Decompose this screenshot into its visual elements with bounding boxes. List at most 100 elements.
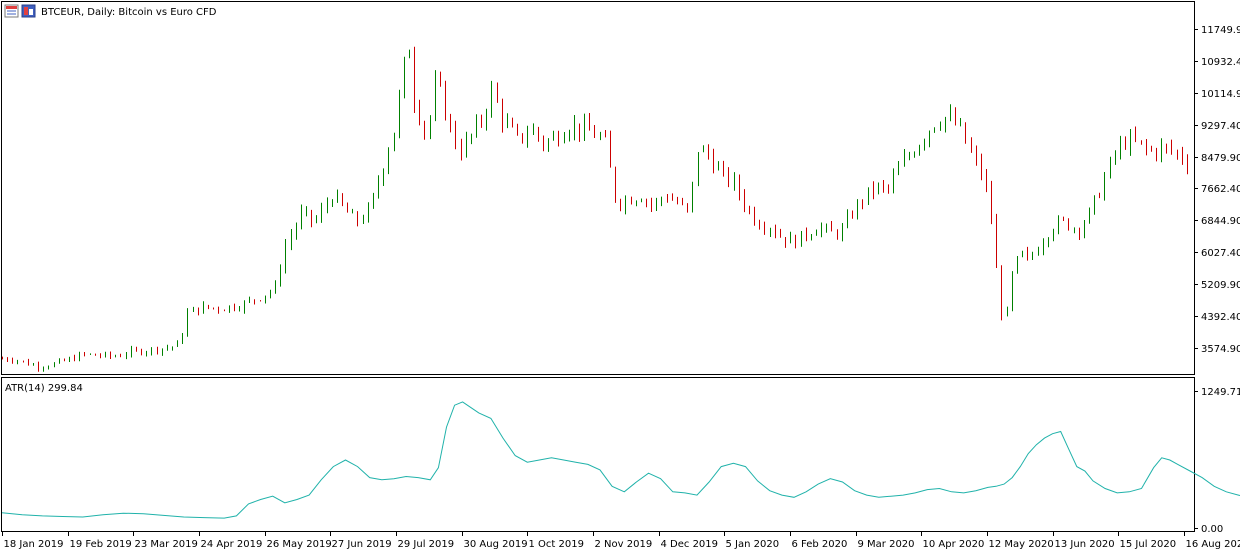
candle-body — [337, 194, 338, 202]
candle — [533, 123, 534, 135]
candle-body — [388, 150, 389, 170]
candle-body — [770, 229, 771, 231]
candle — [213, 307, 214, 310]
candle — [224, 309, 225, 312]
chart-window-icon[interactable] — [4, 4, 19, 18]
candle-body — [502, 102, 503, 125]
candle-body — [394, 132, 395, 151]
candle — [54, 362, 55, 368]
candle — [605, 130, 606, 138]
candle-body — [95, 353, 96, 356]
candle — [1079, 227, 1080, 240]
candle-body — [43, 367, 44, 369]
candle-body — [847, 215, 848, 227]
candle — [672, 193, 673, 201]
candle-body — [1099, 195, 1100, 198]
candle-body — [1161, 144, 1162, 156]
candle-body — [1146, 141, 1147, 149]
candle-body — [594, 130, 595, 138]
candle — [455, 120, 456, 150]
candle-body — [857, 201, 858, 217]
time-tick-label: 19 Feb 2019 — [70, 539, 132, 550]
candle — [321, 202, 322, 223]
candle — [553, 130, 554, 141]
candle — [502, 98, 503, 133]
candle-body — [1171, 146, 1172, 152]
candle — [801, 231, 802, 247]
candle-body — [301, 210, 302, 226]
candle-body — [1017, 256, 1018, 273]
candle-body — [239, 309, 240, 311]
candle-body — [960, 122, 961, 125]
candle — [244, 300, 245, 314]
candle-body — [28, 360, 29, 366]
time-tick-label: 18 Jan 2019 — [4, 539, 64, 550]
candle — [28, 358, 29, 366]
candle — [187, 308, 188, 337]
candle-body — [548, 140, 549, 147]
candle — [234, 303, 235, 312]
candle — [661, 196, 662, 207]
candle-body — [811, 235, 812, 238]
candle-body — [33, 364, 34, 366]
candle — [574, 115, 575, 141]
candle — [780, 228, 781, 238]
time-tick-label: 10 Apr 2020 — [923, 539, 985, 550]
atr-indicator-label: ATR(14) 299.84 — [5, 383, 83, 394]
candle — [888, 184, 889, 194]
candle-body — [904, 157, 905, 166]
candle — [33, 363, 34, 366]
atr-tick-label: 0.00 — [1201, 524, 1223, 535]
candle — [1099, 192, 1100, 199]
candle — [837, 229, 838, 240]
candle — [548, 138, 549, 152]
candle — [558, 130, 559, 147]
candle — [934, 127, 935, 133]
candle-body — [327, 203, 328, 208]
candle-body — [2, 358, 3, 360]
candle — [806, 227, 807, 242]
candle — [466, 131, 467, 158]
candle-body — [218, 307, 219, 311]
candle-body — [74, 357, 75, 361]
candle-body — [976, 151, 977, 159]
candle-body — [945, 117, 946, 127]
candle-body — [615, 167, 616, 201]
candle-body — [1022, 251, 1023, 257]
candle — [873, 181, 874, 200]
candle-body — [878, 184, 879, 192]
candle-body — [7, 358, 8, 361]
time-tick-label: 24 Apr 2019 — [201, 539, 263, 550]
candle-body — [1125, 142, 1126, 148]
candle — [1007, 306, 1008, 317]
candle — [914, 151, 915, 158]
candle — [280, 264, 281, 287]
symbol-icon[interactable] — [21, 4, 36, 18]
candle — [1182, 146, 1183, 165]
candle-body — [986, 175, 987, 187]
candle — [1161, 138, 1162, 163]
candle-body — [574, 123, 575, 133]
candle — [126, 352, 127, 360]
candle-body — [744, 194, 745, 209]
candle-body — [718, 167, 719, 170]
candle-body — [136, 349, 137, 350]
price-tick-label: 5209.90 — [1201, 280, 1240, 291]
candle-body — [564, 137, 565, 143]
candle — [1094, 195, 1095, 215]
candle-body — [285, 244, 286, 270]
candle — [193, 306, 194, 312]
candle — [744, 189, 745, 213]
price-tick-label: 3574.90 — [1201, 344, 1240, 355]
candle — [141, 348, 142, 356]
candle — [254, 299, 255, 305]
candle — [1120, 135, 1121, 160]
candle — [332, 199, 333, 207]
candle — [198, 307, 199, 316]
candle-body — [131, 349, 132, 355]
candle-body — [682, 202, 683, 204]
candle-body — [332, 201, 333, 204]
candle-body — [584, 121, 585, 135]
candle-body — [471, 134, 472, 138]
